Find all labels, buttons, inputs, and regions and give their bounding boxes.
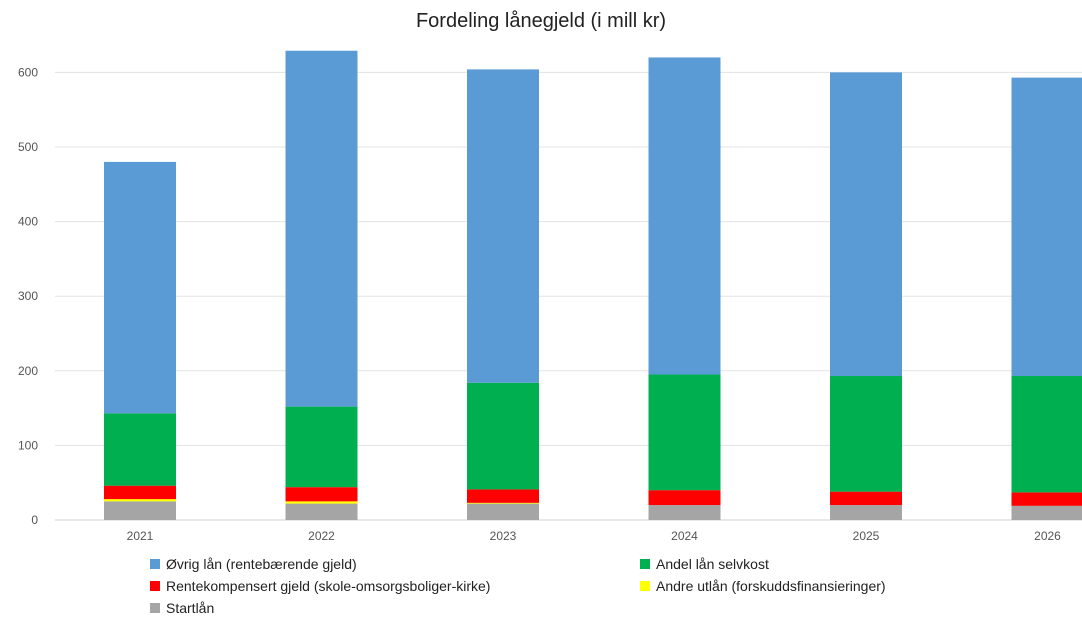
legend-swatch [640,559,650,569]
legend-item: Startlån [150,600,640,616]
legend-item: Øvrig lån (rentebærende gjeld) [150,556,640,572]
bar-segment-2025-0 [830,505,902,520]
legend-swatch [150,603,160,613]
bar-segment-2024-3 [649,375,721,491]
bar-segment-2023-3 [467,383,539,490]
bar-segment-2022-2 [286,487,358,501]
bar-segment-2023-1 [467,503,539,504]
legend-label: Øvrig lån (rentebærende gjeld) [166,556,357,572]
legend-label: Andre utlån (forskuddsfinansieringer) [656,578,886,594]
legend-item: Rentekompensert gjeld (skole-omsorgsboli… [150,578,640,594]
bar-segment-2023-0 [467,504,539,520]
bar-segment-2022-3 [286,407,358,488]
x-tick-label: 2026 [1034,529,1061,543]
y-tick-label: 300 [18,289,38,303]
legend-label: Andel lån selvkost [656,556,769,572]
legend-row: Rentekompensert gjeld (skole-omsorgsboli… [150,575,1070,597]
bar-segment-2025-4 [830,72,902,376]
bar-segment-2021-4 [104,162,176,413]
x-tick-label: 2024 [671,529,698,543]
y-tick-label: 100 [18,438,38,452]
x-tick-label: 2023 [490,529,517,543]
bar-segment-2022-0 [286,504,358,520]
legend-swatch [150,581,160,591]
bar-segment-2024-0 [649,505,721,520]
bar-segment-2021-2 [104,486,176,499]
plot-area: 0 100 200 300 400 500 600 2021 2022 2023 2024 2025 2… [0,0,1082,550]
bar-segment-2024-4 [649,57,721,374]
bar-segment-2023-4 [467,69,539,382]
bar-segment-2026-4 [1012,78,1082,376]
y-tick-label: 500 [18,140,38,154]
x-tick-label: 2025 [853,529,880,543]
legend-swatch [150,559,160,569]
bar-segment-2022-1 [286,501,358,503]
bar-segment-2026-2 [1012,492,1082,505]
x-tick-label: 2021 [127,529,154,543]
y-tick-label: 200 [18,364,38,378]
bar-segment-2022-4 [286,51,358,407]
y-tick-label: 0 [31,513,38,527]
legend-item: Andel lån selvkost [640,556,769,572]
bar-segment-2021-3 [104,413,176,485]
bar-segment-2026-0 [1012,506,1082,520]
legend-item: Andre utlån (forskuddsfinansieringer) [640,578,886,594]
bar-segment-2023-2 [467,489,539,502]
bar-segment-2021-0 [104,501,176,520]
legend-swatch [640,581,650,591]
bar-segment-2025-2 [830,492,902,505]
bar-segment-2021-1 [104,499,176,501]
y-tick-label: 400 [18,215,38,229]
bar-segment-2025-3 [830,376,902,492]
x-tick-label: 2022 [308,529,335,543]
legend-row: Startlån [150,597,1070,619]
legend-label: Rentekompensert gjeld (skole-omsorgsboli… [166,578,490,594]
bar-segment-2024-2 [649,490,721,505]
y-tick-label: 600 [18,65,38,79]
bar-segment-2026-3 [1012,376,1082,492]
legend-label: Startlån [166,600,214,616]
legend-row: Øvrig lån (rentebærende gjeld) Andel lån … [150,553,1070,575]
legend: Øvrig lån (rentebærende gjeld) Andel lån … [150,553,1070,619]
